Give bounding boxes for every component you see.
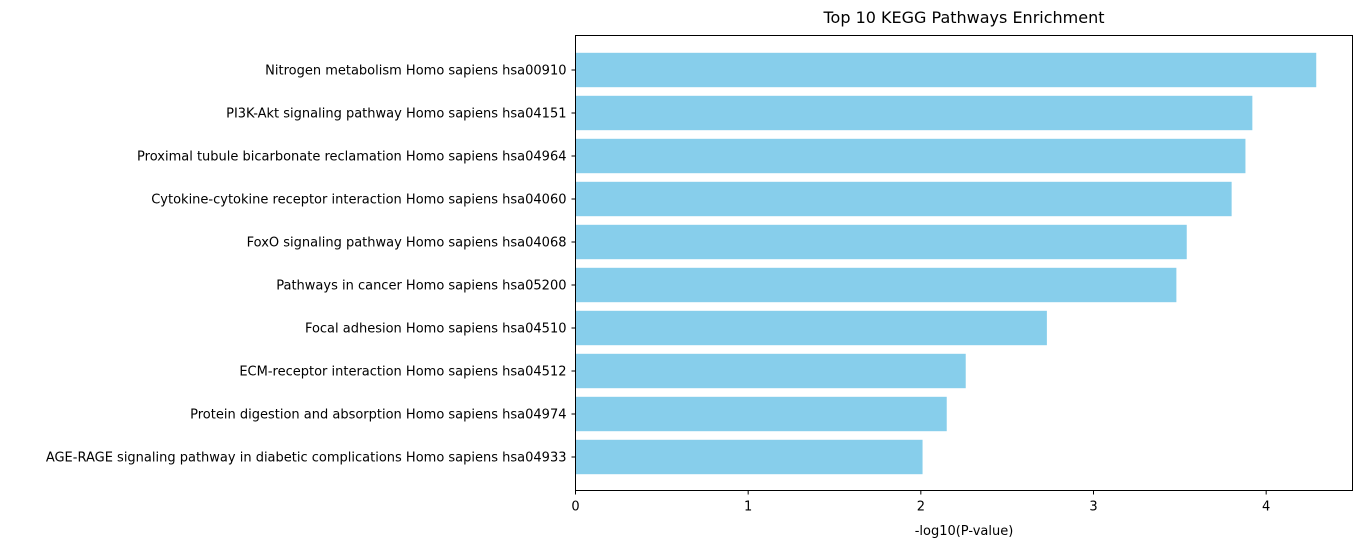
- y-tick-label: Focal adhesion Homo sapiens hsa04510: [305, 322, 567, 337]
- y-tick-label: Pathways in cancer Homo sapiens hsa05200: [276, 279, 566, 294]
- bar: [575, 95, 1253, 131]
- y-tick-labels: Nitrogen metabolism Homo sapiens hsa0091…: [46, 64, 576, 466]
- y-tick-label: Proximal tubule bicarbonate reclamation …: [137, 150, 566, 165]
- bar: [575, 224, 1187, 260]
- x-tick-label: 1: [744, 500, 752, 515]
- bar: [575, 310, 1047, 346]
- x-axis-label: -log10(P-value): [915, 524, 1014, 539]
- y-tick-label: FoxO signaling pathway Homo sapiens hsa0…: [247, 236, 567, 251]
- y-tick-label: PI3K-Akt signaling pathway Homo sapiens …: [226, 107, 566, 122]
- y-tick-label: ECM-receptor interaction Homo sapiens hs…: [239, 365, 566, 380]
- bars-group: [575, 52, 1317, 475]
- chart-title: Top 10 KEGG Pathways Enrichment: [823, 8, 1105, 27]
- bar: [575, 181, 1232, 217]
- bar: [575, 396, 947, 432]
- x-tick-label: 4: [1262, 500, 1270, 515]
- bar: [575, 267, 1177, 303]
- y-tick-label: Cytokine-cytokine receptor interaction H…: [151, 193, 566, 208]
- bar: [575, 52, 1317, 88]
- bar: [575, 439, 923, 475]
- x-tick-label: 2: [917, 500, 925, 515]
- bar: [575, 353, 966, 389]
- y-tick-label: Protein digestion and absorption Homo sa…: [190, 408, 566, 423]
- plot-frame: [575, 35, 1353, 491]
- x-axis-ticks: 0 1 2 3 4: [571, 490, 1270, 515]
- y-tick-label: Nitrogen metabolism Homo sapiens hsa0091…: [265, 64, 566, 79]
- x-tick-label: 0: [571, 500, 579, 515]
- bar: [575, 138, 1246, 174]
- y-tick-label: AGE-RAGE signaling pathway in diabetic c…: [46, 451, 567, 466]
- x-tick-label: 3: [1089, 500, 1097, 515]
